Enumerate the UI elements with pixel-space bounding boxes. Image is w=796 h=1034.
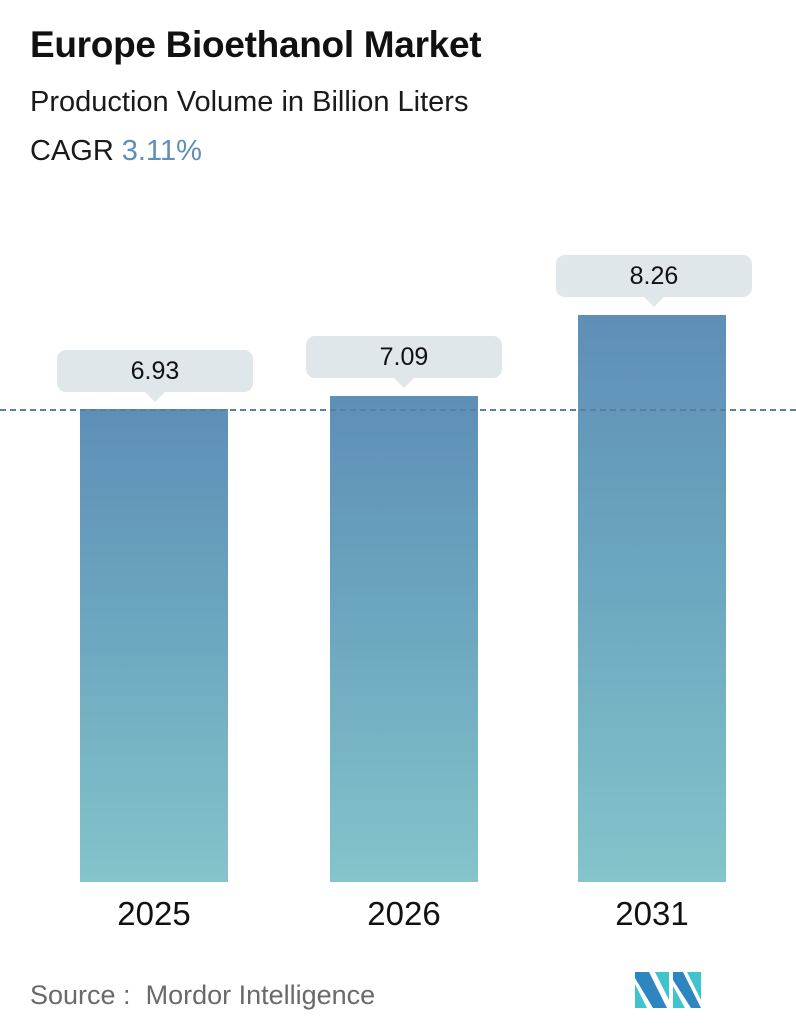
mordor-intelligence-logo-icon bbox=[635, 972, 701, 1008]
x-label-2025: 2025 bbox=[117, 895, 191, 932]
data-label-2025: 6.93 bbox=[57, 350, 253, 392]
bar-2025 bbox=[80, 409, 228, 882]
source-value: Mordor Intelligence bbox=[145, 980, 376, 1010]
cagr-line: CAGR 3.11% bbox=[30, 135, 202, 168]
source-line: Source : Mordor Intelligence bbox=[30, 980, 375, 1011]
chart-subtitle: Production Volume in Billion Liters bbox=[30, 86, 469, 118]
bar-2031 bbox=[578, 315, 726, 882]
reference-dashed-line bbox=[0, 409, 796, 411]
source-label: Source : bbox=[30, 980, 131, 1010]
data-label-2026: 7.09 bbox=[306, 336, 502, 378]
cagr-value: 3.11% bbox=[121, 135, 202, 167]
x-label-2031: 2031 bbox=[615, 895, 689, 932]
data-label-2031: 8.26 bbox=[556, 255, 752, 297]
bar-2026 bbox=[330, 396, 478, 882]
chart-title: Europe Bioethanol Market bbox=[30, 24, 482, 65]
x-label-2026: 2026 bbox=[367, 895, 441, 932]
cagr-label: CAGR bbox=[30, 135, 114, 167]
